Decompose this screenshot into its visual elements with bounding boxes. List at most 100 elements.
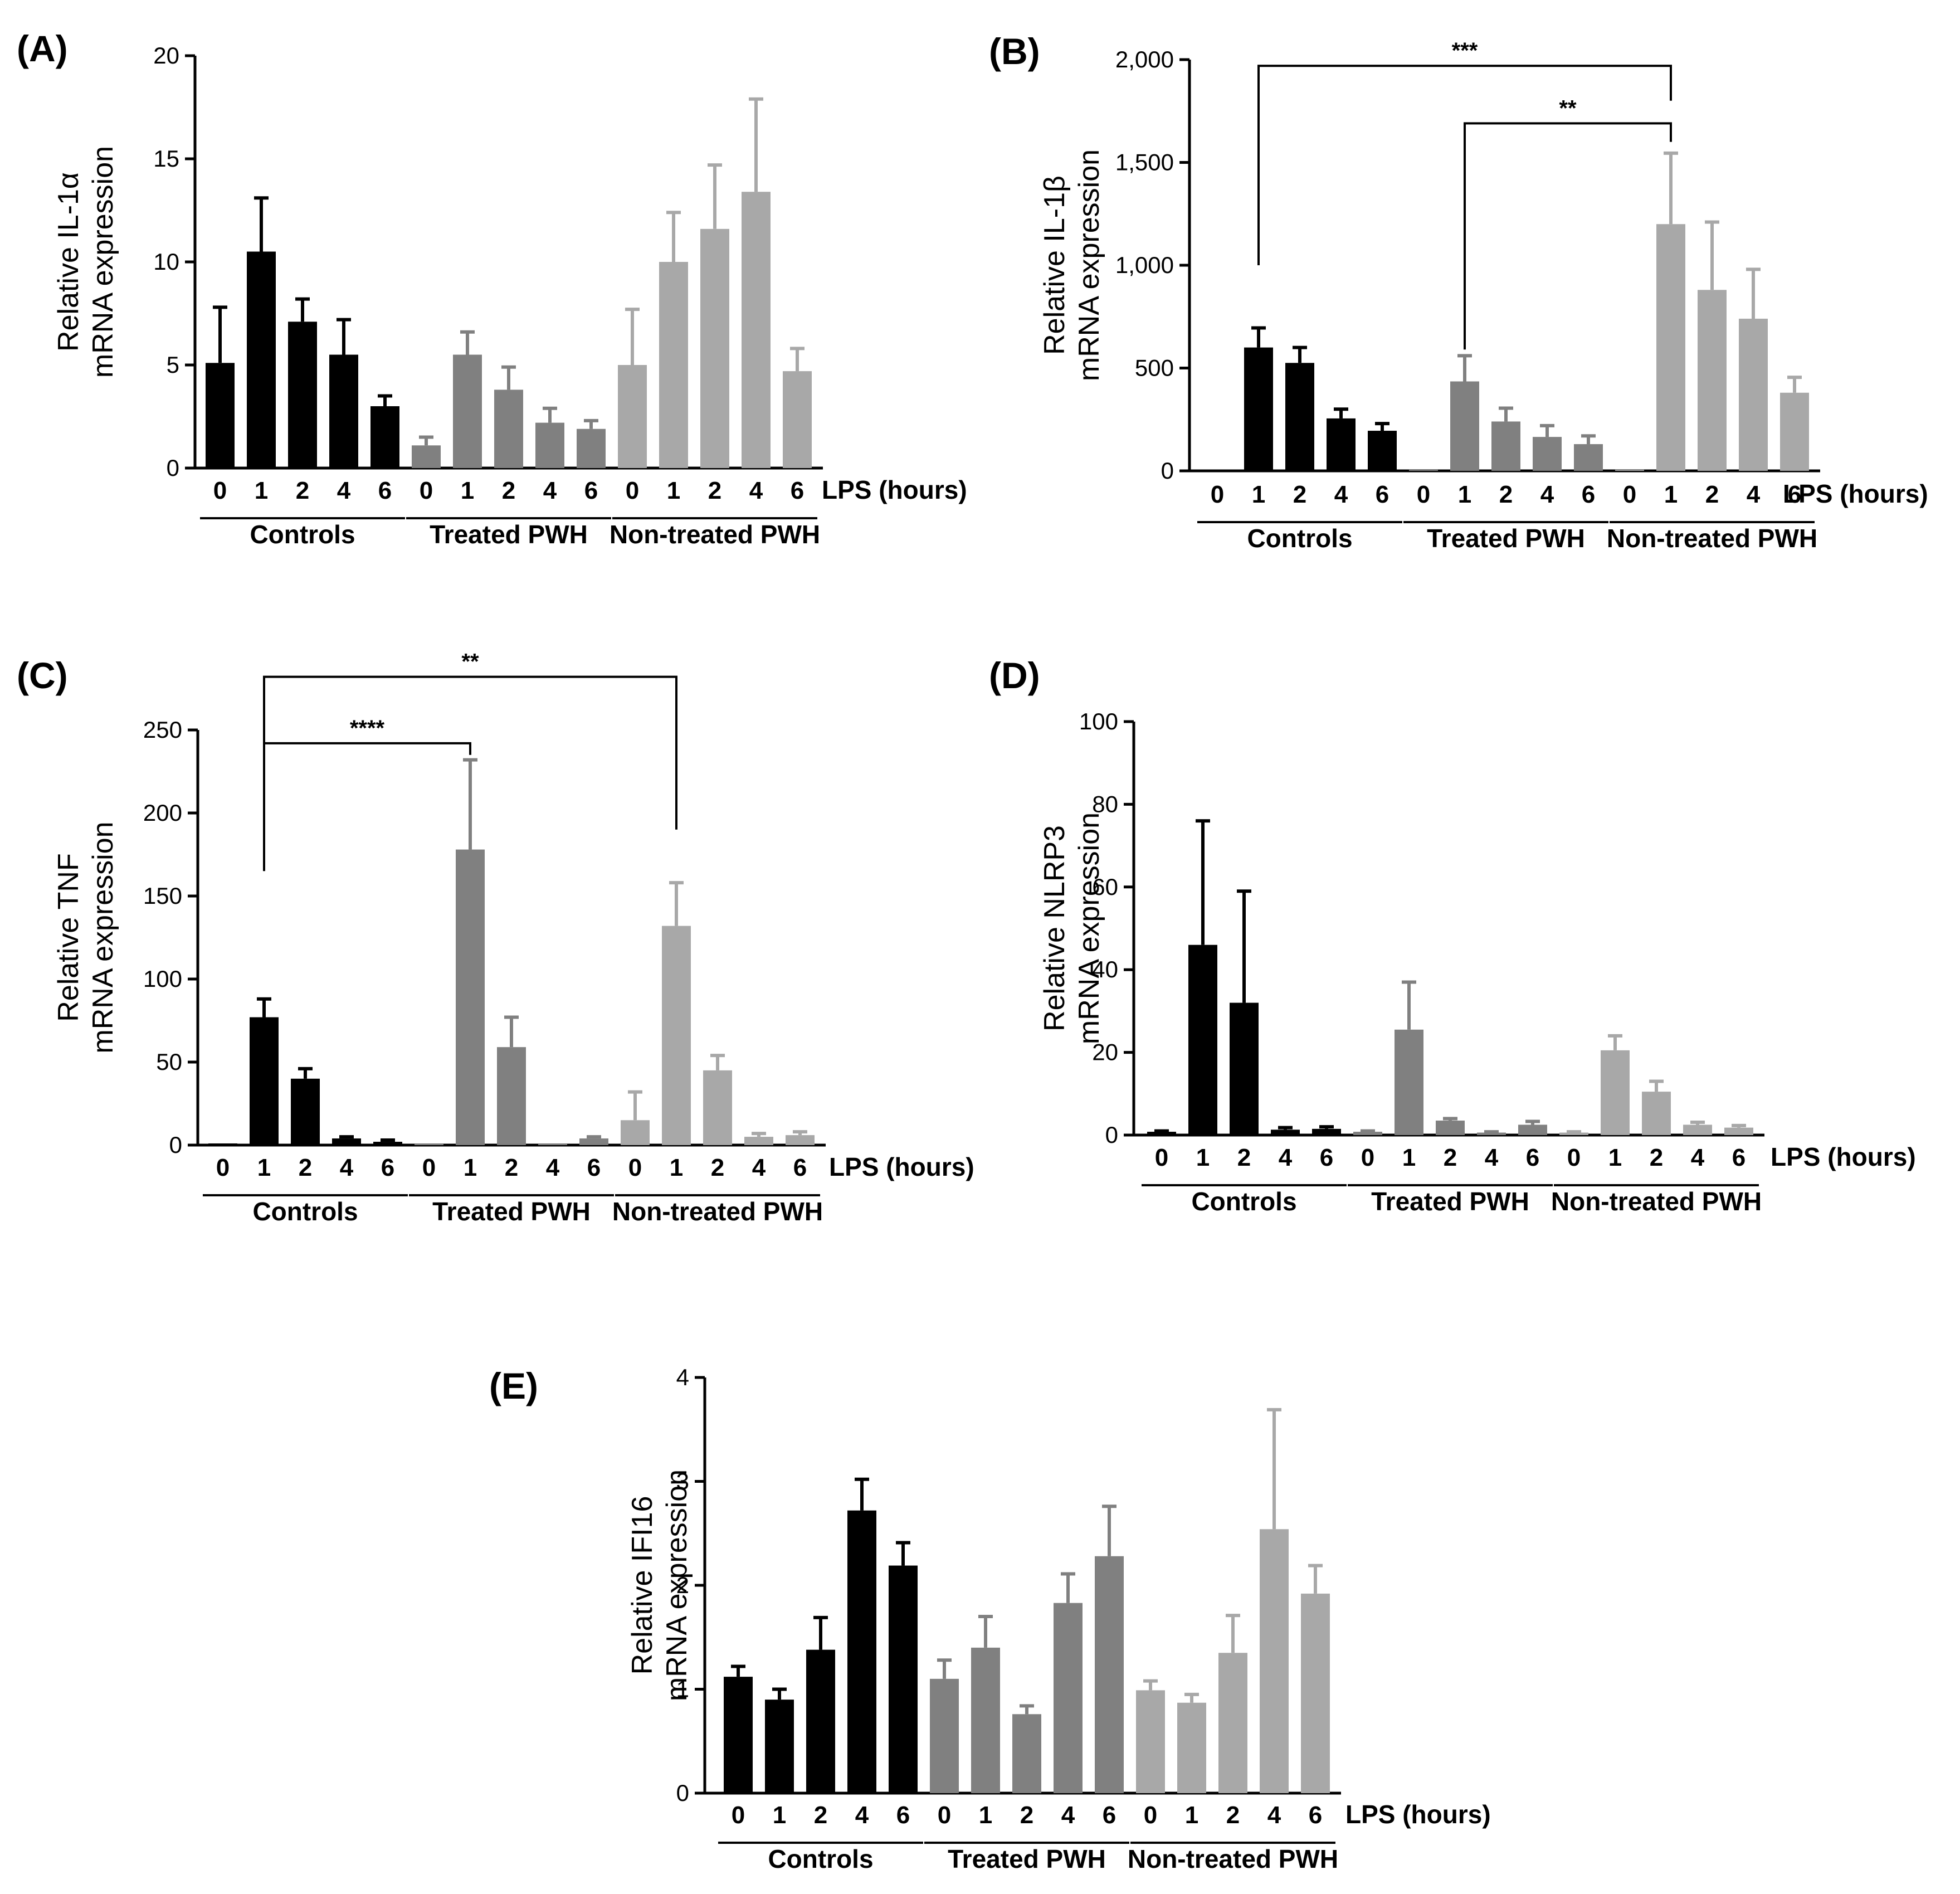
x-tick-label: 4 (546, 1154, 560, 1181)
x-tick-label: 1 (257, 1154, 271, 1181)
x-tick-label: 0 (216, 1154, 230, 1181)
bar (621, 1120, 650, 1145)
y-axis-title: Relative IL-1βmRNA expression (1038, 149, 1105, 381)
x-tick-label: 6 (791, 477, 804, 504)
y-axis-title-line: mRNA expression (87, 146, 119, 378)
y-tick-label: 50 (156, 1049, 182, 1075)
group-label: Controls (252, 1197, 358, 1226)
y-tick-label: 500 (1135, 355, 1174, 381)
bar (783, 371, 812, 468)
x-tick-label: 4 (1691, 1144, 1705, 1171)
x-tick-label: 6 (793, 1154, 807, 1181)
bar (700, 228, 729, 468)
panel-letter: (C) (17, 655, 68, 696)
bar (1574, 444, 1603, 471)
bar (806, 1649, 835, 1793)
y-axis-title-line: Relative IFI16 (626, 1496, 659, 1675)
bar (1450, 381, 1479, 471)
x-axis-title: LPS (hours) (1345, 1800, 1491, 1829)
bar (1559, 1132, 1588, 1135)
y-tick-label: 0 (1105, 1122, 1118, 1148)
x-tick-label: 0 (1417, 481, 1430, 508)
x-tick-label: 6 (378, 477, 392, 504)
bar (1244, 347, 1273, 471)
x-tick-label: 4 (1485, 1144, 1499, 1171)
x-tick-label: 4 (749, 477, 763, 504)
bar (1409, 470, 1438, 471)
y-tick-label: 4 (676, 1364, 689, 1390)
x-tick-label: 2 (1705, 481, 1719, 508)
y-tick-label: 150 (143, 883, 182, 909)
bar (1095, 1556, 1124, 1793)
x-tick-label: 1 (670, 1154, 683, 1181)
group-label: Non-treated PWH (1128, 1844, 1338, 1873)
y-axis-title: Relative IL-1αmRNA expression (52, 146, 119, 378)
bar (1230, 1002, 1259, 1135)
bar (765, 1700, 794, 1793)
y-tick-label: 60 (1092, 874, 1118, 900)
x-tick-label: 4 (1267, 1802, 1281, 1829)
significance-bracket (263, 742, 471, 813)
x-tick-label: 2 (1293, 481, 1306, 508)
x-tick-label: 1 (1185, 1802, 1198, 1829)
bar (373, 1142, 402, 1145)
bar (930, 1678, 959, 1793)
x-tick-label: 1 (1252, 481, 1265, 508)
panel-letter: (E) (489, 1365, 538, 1406)
panel-letter: (B) (989, 31, 1040, 72)
x-tick-label: 6 (1526, 1144, 1539, 1171)
y-tick-label: 5 (167, 352, 179, 378)
bar (1188, 944, 1217, 1135)
bar (1012, 1714, 1041, 1793)
y-tick-label: 3 (676, 1468, 689, 1494)
y-axis-title: Relative NLRP3mRNA expression (1038, 812, 1105, 1044)
y-tick-label: 2,000 (1115, 46, 1174, 72)
group-label: Non-treated PWH (612, 1197, 823, 1226)
bar (247, 251, 276, 468)
x-tick-label: 2 (1020, 1802, 1033, 1829)
x-tick-label: 1 (979, 1802, 992, 1829)
bar (1285, 363, 1314, 471)
group-label: Controls (1191, 1187, 1296, 1216)
x-tick-label: 2 (296, 477, 309, 504)
bar (329, 354, 358, 468)
group-label: Treated PWH (430, 520, 588, 549)
bar (370, 406, 399, 468)
bar (1491, 421, 1520, 471)
bar (1656, 224, 1685, 471)
bar (618, 365, 647, 468)
bar (1260, 1529, 1289, 1793)
bar (1642, 1092, 1671, 1135)
group-label: Treated PWH (1371, 1187, 1529, 1216)
x-tick-label: 4 (1747, 481, 1761, 508)
x-tick-label: 0 (938, 1802, 951, 1829)
bar (332, 1138, 361, 1145)
x-tick-label: 1 (1458, 481, 1471, 508)
bar (742, 192, 771, 468)
x-axis-title: LPS (hours) (822, 475, 967, 504)
bar (1739, 318, 1768, 471)
x-tick-label: 0 (732, 1802, 745, 1829)
bar (744, 1137, 773, 1145)
x-tick-label: 6 (584, 477, 598, 504)
bar (659, 262, 688, 468)
significance-label: **** (350, 716, 385, 741)
bar (1395, 1029, 1423, 1135)
panel-e: (E) 0 1 2 3 4 Relative IFI16mRNA expression 0 1 2… (489, 1364, 1491, 1873)
y-tick-label: 10 (153, 249, 179, 275)
bar (1683, 1124, 1712, 1135)
bar (415, 1143, 443, 1145)
bar (1477, 1132, 1506, 1135)
y-axis-title: Relative TNFmRNA expression (52, 821, 119, 1053)
x-tick-label: 1 (461, 477, 474, 504)
bar (1601, 1050, 1630, 1135)
x-axis-title: LPS (hours) (829, 1152, 974, 1181)
x-tick-label: 6 (1376, 481, 1389, 508)
group-label: Non-treated PWH (610, 520, 820, 549)
x-tick-label: 6 (587, 1154, 601, 1181)
y-tick-label: 15 (153, 145, 179, 172)
